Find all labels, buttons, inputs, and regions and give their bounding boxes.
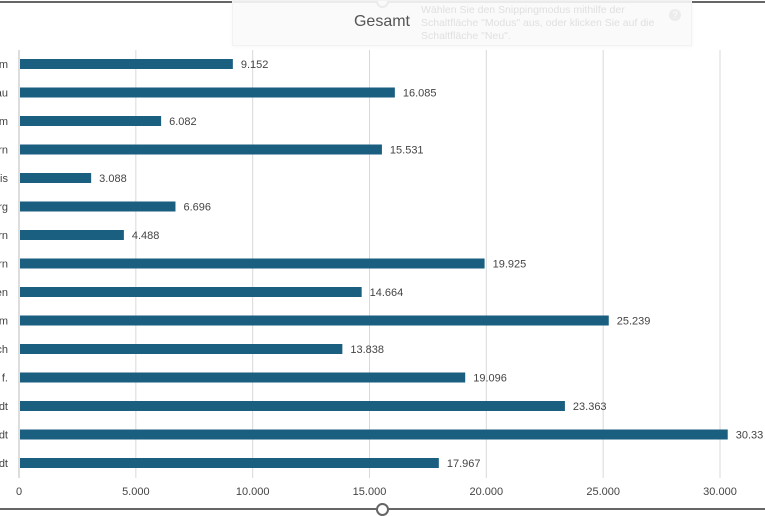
x-tick-label: 25.000	[586, 486, 620, 498]
category-label: en	[0, 287, 8, 299]
category-label: m	[0, 316, 8, 328]
tooltip-text: Wählen Sie den Snippingmodus mithilfe de…	[421, 4, 655, 42]
bar	[20, 230, 124, 240]
data-label: 15.531	[390, 145, 424, 157]
bar	[20, 344, 343, 354]
data-label: 9.152	[241, 59, 269, 71]
bar	[20, 315, 609, 326]
category-label: dt	[0, 430, 8, 442]
data-label: 13.838	[350, 344, 384, 356]
bar	[20, 372, 466, 383]
help-icon[interactable]: ?	[669, 9, 681, 21]
data-label: 6.696	[183, 202, 211, 214]
category-label: f.	[2, 373, 8, 385]
chart-title: Gesamt	[353, 13, 410, 30]
bar	[20, 401, 565, 411]
category-label: au	[0, 88, 8, 100]
category-label: rn	[0, 230, 8, 242]
bar	[20, 258, 485, 269]
bar	[20, 173, 92, 183]
bar	[20, 87, 395, 98]
data-label: 30.33	[736, 430, 764, 442]
category-label: is	[0, 173, 8, 185]
data-label: 6.082	[169, 116, 197, 128]
x-tick-label: 20.000	[470, 486, 504, 498]
data-label: 19.096	[473, 373, 507, 385]
category-label: dt	[0, 458, 8, 470]
x-tick-label: 15.000	[353, 486, 387, 498]
data-label: 16.085	[403, 88, 437, 100]
bar	[20, 116, 162, 126]
bar	[20, 144, 382, 155]
data-label: 17.967	[447, 458, 481, 470]
snipping-tooltip: Wählen Sie den Snippingmodus mithilfe de…	[232, 0, 692, 46]
data-label: 4.488	[132, 230, 160, 242]
category-label: m	[0, 59, 8, 71]
x-tick-label: 30.000	[703, 486, 737, 498]
category-label: m	[0, 116, 8, 128]
category-label: rn	[0, 145, 8, 157]
data-label: 19.925	[493, 259, 527, 271]
data-label: 23.363	[573, 401, 607, 413]
x-tick-label: 5.000	[122, 486, 150, 498]
x-tick-label: 0	[16, 486, 22, 498]
category-label: dt	[0, 401, 8, 413]
x-tick-label: 10.000	[236, 486, 270, 498]
bar	[20, 458, 439, 468]
data-label: 3.088	[99, 173, 127, 185]
bar	[20, 59, 233, 69]
category-label: rn	[0, 259, 8, 271]
bar	[20, 429, 728, 440]
bar	[20, 201, 176, 212]
category-label: rg	[0, 202, 8, 214]
data-label: 14.664	[370, 287, 404, 299]
category-label: ch	[0, 344, 8, 356]
data-label: 25.239	[617, 316, 651, 328]
bar	[20, 287, 362, 297]
